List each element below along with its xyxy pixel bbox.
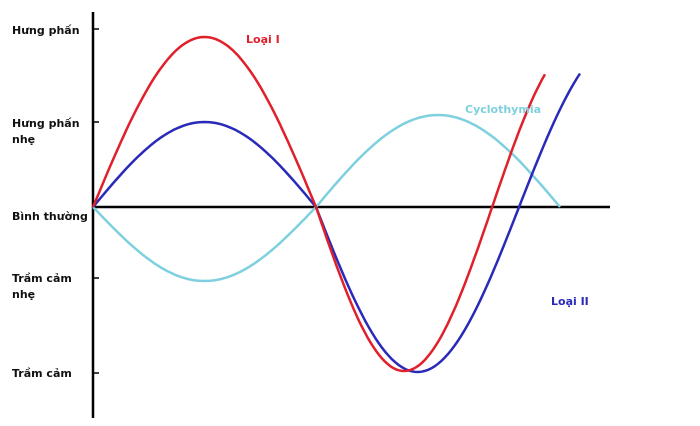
type-1-label: Loại I <box>246 33 280 46</box>
level-label-tram-cam-nhe: Trầm cảm <box>12 272 72 285</box>
level-label-tram-cam: Trầm cảm <box>12 367 72 380</box>
level-label-tram-cam-nhe-line2: nhẹ <box>12 288 35 301</box>
level-label-hung-phan: Hưng phấn <box>12 24 80 37</box>
level-label-hung-phan-nhe-line2: nhẹ <box>12 133 35 146</box>
type-2-label: Loại II <box>551 295 589 308</box>
type-1-curve <box>91 35 547 373</box>
cyclothymia-label: Cyclothymia <box>465 103 541 116</box>
level-label-binh-thuong: Bình thường <box>12 210 88 223</box>
level-label-hung-phan-nhe: Hưng phấn <box>12 117 80 130</box>
cyclothymia-curve <box>92 113 561 283</box>
type-2-curve <box>92 72 582 374</box>
